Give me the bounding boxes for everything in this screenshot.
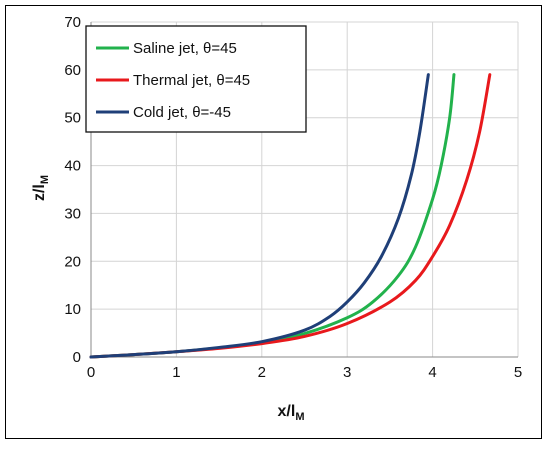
y-tick-label: 40 [64,158,81,175]
x-tick-label: 1 [172,364,180,381]
chart-frame: 0 1 2 3 4 5 0 10 20 30 40 50 60 70 x/lM z/lM Saline j… [5,5,542,439]
legend: Saline jet, θ=45 Thermal jet, θ=45 Cold je… [85,25,307,133]
legend-label-cold: Cold jet, θ=-45 [133,104,231,121]
series-lines [89,73,492,359]
x-tick-label: 3 [343,364,351,381]
y-tick-label: 0 [73,349,81,366]
x-tick-label: 0 [87,364,95,381]
y-tick-label: 60 [64,62,81,79]
x-axis-title: x/lM [278,403,305,423]
x-tick-label: 4 [428,364,436,381]
legend-label-saline: Saline jet, θ=45 [133,40,237,57]
y-tick-label: 70 [64,14,81,31]
y-tick-label: 30 [64,205,81,222]
y-tick-label: 50 [64,110,81,127]
y-tick-label: 10 [64,301,81,318]
legend-label-thermal: Thermal jet, θ=45 [133,72,250,89]
y-tick-label: 20 [64,253,81,270]
series-line-cold [89,73,430,359]
y-axis-title: z/lM [31,175,51,201]
x-tick-label: 2 [258,364,266,381]
x-tick-label: 5 [514,364,522,381]
